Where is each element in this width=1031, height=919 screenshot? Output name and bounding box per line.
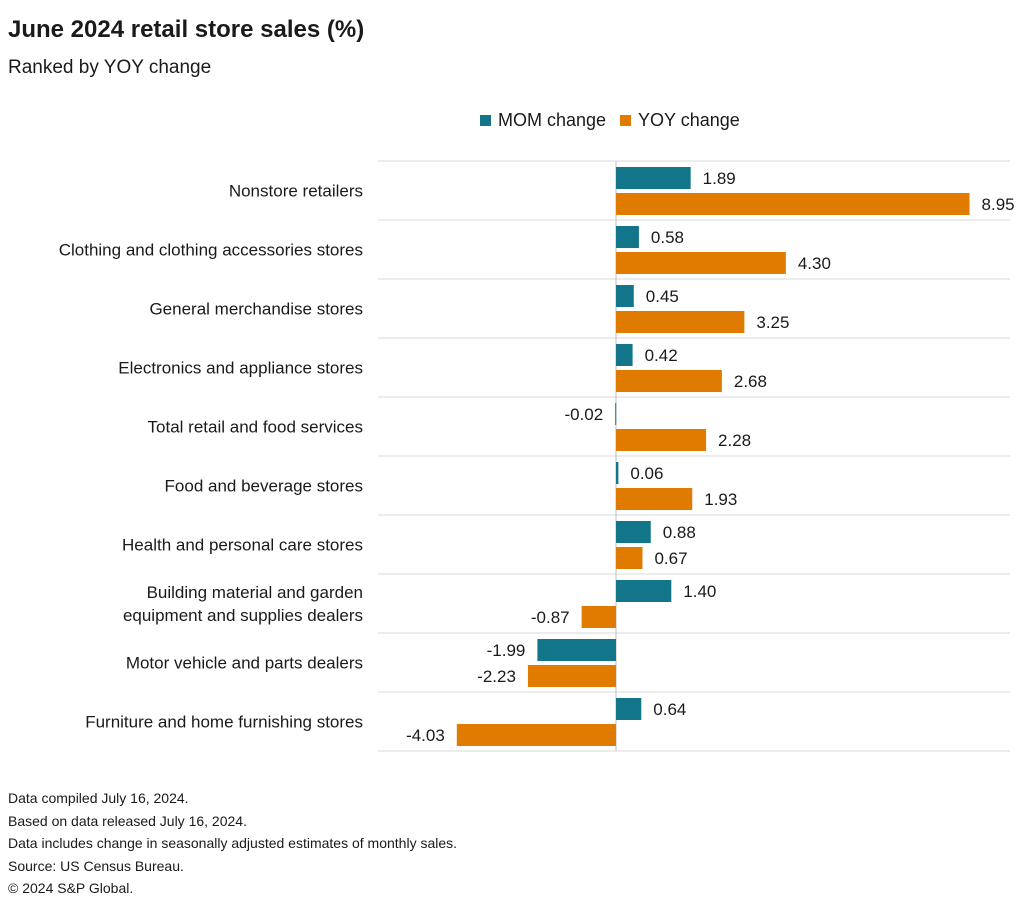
category-label: Nonstore retailers [229,182,363,201]
note-copyright: © 2024 S&P Global. [8,880,134,896]
data-label-mom: 0.45 [646,287,679,306]
data-label-mom: -0.02 [564,405,603,424]
bar-yoy [616,547,643,569]
bar-yoy [616,193,970,215]
data-label-yoy: 4.30 [798,254,831,273]
data-label-mom: 0.42 [645,346,678,365]
legend-item-yoy: YOY change [620,110,740,131]
data-label-yoy: 3.25 [756,313,789,332]
bar-yoy [581,606,616,628]
bar-yoy [456,724,616,746]
bar-mom [616,226,639,248]
note-methodology: Data includes change in seasonally adjus… [8,835,458,851]
bar-mom [616,285,634,307]
note-source: Source: US Census Bureau. [8,857,184,874]
data-label-mom: -1.99 [487,641,526,660]
note-compiled: Data compiled July 16, 2024. [8,790,189,806]
legend-label-yoy: YOY change [638,109,740,130]
data-label-yoy: 8.95 [982,195,1015,214]
bar-yoy [616,252,786,274]
legend-swatch-mom [480,114,491,126]
bar-mom [616,344,633,366]
category-label: General merchandise stores [149,300,363,319]
data-label-mom: 0.58 [651,228,684,247]
legend-item-mom: MOM change [480,110,606,131]
legend-swatch-yoy [620,114,632,126]
chart-legend: MOM change YOY change [480,108,754,132]
category-label: Motor vehicle and parts dealers [126,654,363,673]
bar-mom [615,403,617,425]
data-label-mom: 0.88 [663,523,696,542]
data-label-yoy: 2.68 [734,372,767,391]
data-label-mom: 0.06 [630,464,663,483]
data-label-yoy: 1.93 [704,490,737,509]
category-label: Building material and garden equipment an… [123,583,363,625]
chart-title: June 2024 retail store sales (%) [8,16,365,43]
data-label-yoy: 0.67 [654,549,687,568]
category-label: Food and beverage stores [165,477,363,496]
bar-mom [616,580,672,602]
category-label: Electronics and appliance stores [118,359,363,378]
data-label-yoy: -4.03 [406,726,445,745]
bar-yoy [616,311,745,333]
category-label: Furniture and home furnishing stores [85,713,363,732]
bar-mom [616,462,619,484]
bar-yoy [616,488,693,510]
data-label-yoy: -2.23 [477,667,516,686]
chart-subtitle: Ranked by YOY change [8,57,212,78]
category-label: Health and personal care stores [122,536,363,555]
bar-mom [616,698,642,720]
data-label-mom: 0.64 [653,700,686,719]
note-released: Based on data released July 16, 2024. [8,812,247,829]
bar-yoy [616,370,722,392]
data-label-yoy: 2.28 [718,431,751,450]
data-label-mom: 1.40 [683,582,716,601]
legend-label-mom: MOM change [498,109,607,130]
category-label: Clothing and clothing accessories stores [59,241,363,260]
category-label: Total retail and food services [148,418,363,437]
bar-mom [616,167,691,189]
data-label-yoy: -0.87 [531,608,570,627]
bar-mom [616,521,651,543]
bar-yoy [527,665,616,687]
bar-yoy [616,429,707,451]
chart-notes: Data compiled July 16, 2024. Based on da… [8,787,457,900]
data-label-mom: 1.89 [703,169,736,188]
bar-chart: Nonstore retailers 1.89 8.95 Clothing and c… [59,160,1015,752]
bar-mom [537,639,616,661]
